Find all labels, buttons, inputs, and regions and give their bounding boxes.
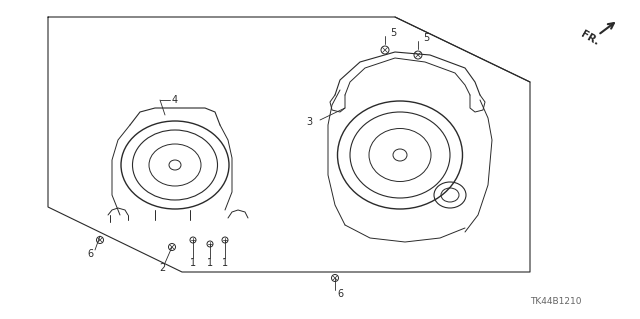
- Text: 2: 2: [159, 263, 165, 273]
- Text: 3: 3: [306, 117, 312, 127]
- Text: FR.: FR.: [579, 29, 601, 47]
- Text: 1: 1: [207, 258, 213, 268]
- Text: 1: 1: [222, 258, 228, 268]
- Text: 6: 6: [87, 249, 93, 259]
- Text: 1: 1: [190, 258, 196, 268]
- Text: TK44B1210: TK44B1210: [530, 298, 582, 307]
- Text: 6: 6: [337, 289, 343, 299]
- Text: 5: 5: [423, 33, 429, 43]
- Text: 4: 4: [172, 95, 178, 105]
- Text: 5: 5: [390, 28, 396, 38]
